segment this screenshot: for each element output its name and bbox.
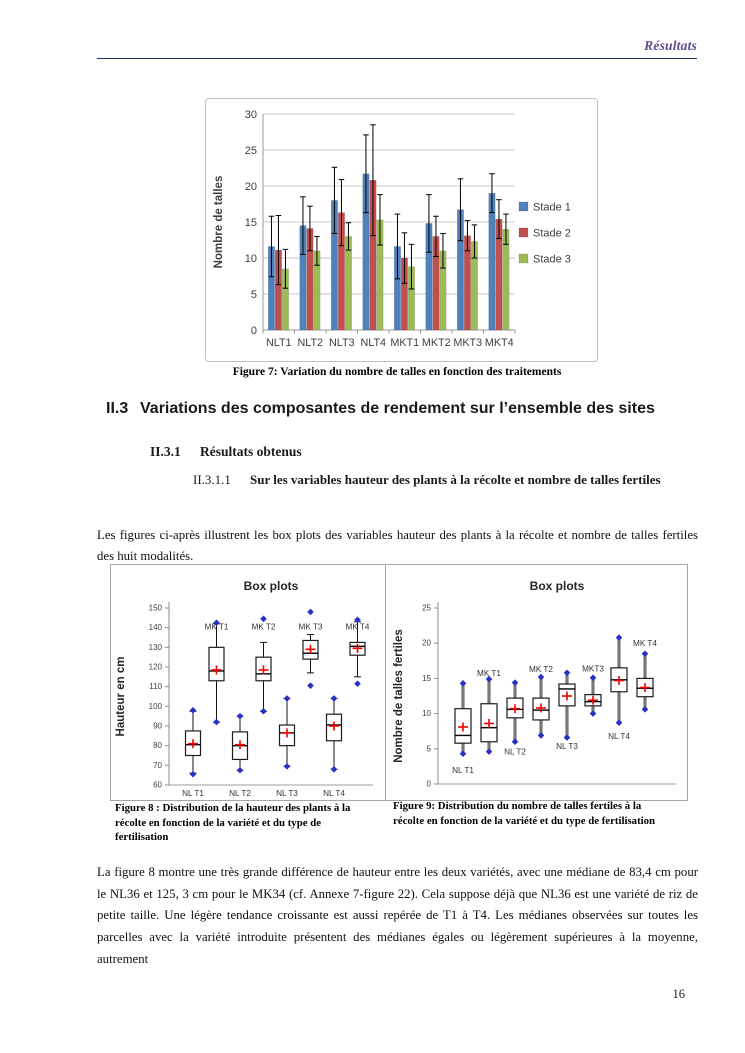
- boxplot-panel-talles: Box plots 0 5 10 15 20 25 Nombre de talles fert…: [386, 565, 688, 800]
- svg-text:25: 25: [422, 604, 431, 613]
- svg-text:MK T4: MK T4: [346, 623, 370, 632]
- figure-7: 0 5 10 15 20 25 30 NLT1 NLT2 NLT3 NLT4 MKT1 MKT2 MKT3…: [205, 98, 598, 362]
- svg-text:60: 60: [153, 781, 162, 790]
- svg-text:NL T1: NL T1: [182, 789, 204, 798]
- section-heading: II.3 Variations des composantes de rendem…: [106, 398, 698, 419]
- svg-text:Nombre de talles: Nombre de talles: [213, 176, 225, 269]
- figure-8-caption: Figure 8 : Distribution de la hauteur de…: [115, 802, 351, 843]
- subsubsection-title: Sur les variables hauteur des plants à l…: [250, 472, 661, 487]
- svg-text:30: 30: [245, 109, 257, 121]
- svg-text:Box plots: Box plots: [244, 579, 299, 593]
- svg-text:MKT3: MKT3: [453, 337, 482, 349]
- svg-text:Nombre de talles fertiles: Nombre de talles fertiles: [393, 629, 405, 763]
- svg-text:20: 20: [245, 181, 257, 193]
- page-number: 16: [672, 987, 686, 1001]
- svg-text:MK T3: MK T3: [299, 623, 323, 632]
- svg-text:130: 130: [149, 643, 163, 652]
- section-number: II.3: [106, 400, 129, 417]
- svg-text:NLT3: NLT3: [329, 337, 355, 349]
- figure-7-caption: Figure 7: Variation du nombre de talles …: [232, 366, 562, 378]
- subsection-title: Résultats obtenus: [200, 444, 302, 459]
- boxplot-hauteur: Box plots 60 70 80 90 100 110 120 130 140 150 Haute…: [115, 579, 373, 798]
- svg-text:15: 15: [245, 217, 257, 229]
- svg-text:NL T3: NL T3: [276, 789, 298, 798]
- header-rule: [97, 58, 697, 59]
- svg-text:5: 5: [427, 744, 432, 753]
- figure-9-caption: Figure 9: Distribution du nombre de tall…: [393, 800, 656, 827]
- svg-text:100: 100: [149, 702, 163, 711]
- svg-text:NLT2: NLT2: [297, 337, 323, 349]
- svg-text:Stade 2: Stade 2: [533, 228, 571, 240]
- svg-text:MKT4: MKT4: [485, 337, 514, 349]
- svg-text:NL T4: NL T4: [608, 732, 630, 741]
- svg-text:MK T2: MK T2: [252, 623, 276, 632]
- section-title: Variations des composantes de rendement …: [140, 400, 655, 417]
- svg-text:120: 120: [149, 663, 163, 672]
- subsubsection-number: II.3.1.1: [193, 472, 231, 487]
- svg-text:Stade 3: Stade 3: [533, 254, 571, 266]
- svg-text:MKT3: MKT3: [582, 665, 604, 674]
- svg-text:80: 80: [153, 741, 162, 750]
- svg-text:MKT1: MKT1: [390, 337, 419, 349]
- subsection-heading: II.3.1 Résultats obtenus: [150, 444, 302, 460]
- running-head: Résultats: [644, 38, 697, 53]
- svg-text:90: 90: [153, 722, 162, 731]
- svg-text:140: 140: [149, 623, 163, 632]
- svg-text:NL T4: NL T4: [323, 789, 345, 798]
- svg-text:MK T4: MK T4: [633, 639, 657, 648]
- svg-text:NL T1: NL T1: [452, 766, 474, 775]
- svg-text:NLT1: NLT1: [266, 337, 292, 349]
- intro-paragraph: Les figures ci-après illustrent les box …: [97, 527, 698, 564]
- svg-text:5: 5: [251, 289, 257, 301]
- svg-text:NL T2: NL T2: [229, 789, 251, 798]
- svg-text:150: 150: [149, 604, 163, 613]
- svg-text:110: 110: [149, 682, 162, 691]
- svg-text:25: 25: [245, 145, 257, 157]
- svg-text:Hauteur en cm: Hauteur en cm: [115, 657, 127, 737]
- svg-text:10: 10: [422, 709, 431, 718]
- svg-text:NL T2: NL T2: [504, 748, 526, 757]
- svg-text:MKT2: MKT2: [422, 337, 451, 349]
- subsection-number: II.3.1: [150, 444, 181, 459]
- svg-text:0: 0: [427, 780, 432, 789]
- svg-text:NLT4: NLT4: [360, 337, 386, 349]
- svg-text:NL T3: NL T3: [556, 742, 578, 751]
- svg-text:Stade 1: Stade 1: [533, 202, 571, 214]
- svg-text:MK T1: MK T1: [477, 669, 501, 678]
- boxplot-talles-fertiles: Box plots 0 5 10 15 20 25 Nombre de talles fert…: [393, 579, 676, 789]
- svg-text:10: 10: [245, 253, 257, 265]
- svg-text:70: 70: [153, 761, 162, 770]
- bar-chart-nombre-de-talles: 0 5 10 15 20 25 30 NLT1 NLT2 NLT3 NLT4 MKT1 MKT2 MKT3…: [213, 109, 571, 349]
- boxplot-panel-hauteur: Box plots 60 70 80 90 100 110 120 130 140 150 Haute…: [111, 565, 386, 800]
- boxplot-figure: Box plots 60 70 80 90 100 110 120 130 140 150 Haute…: [110, 564, 688, 801]
- svg-text:MK T2: MK T2: [529, 665, 553, 674]
- svg-text:20: 20: [422, 639, 431, 648]
- subsubsection-heading: II.3.1.1 Sur les variables hauteur des pl…: [193, 469, 688, 490]
- svg-text:MK T1: MK T1: [205, 623, 229, 632]
- svg-text:15: 15: [422, 674, 431, 683]
- analysis-paragraph: La figure 8 montre une très grande diffé…: [97, 864, 698, 966]
- svg-text:0: 0: [251, 325, 257, 337]
- svg-text:Box plots: Box plots: [530, 579, 585, 593]
